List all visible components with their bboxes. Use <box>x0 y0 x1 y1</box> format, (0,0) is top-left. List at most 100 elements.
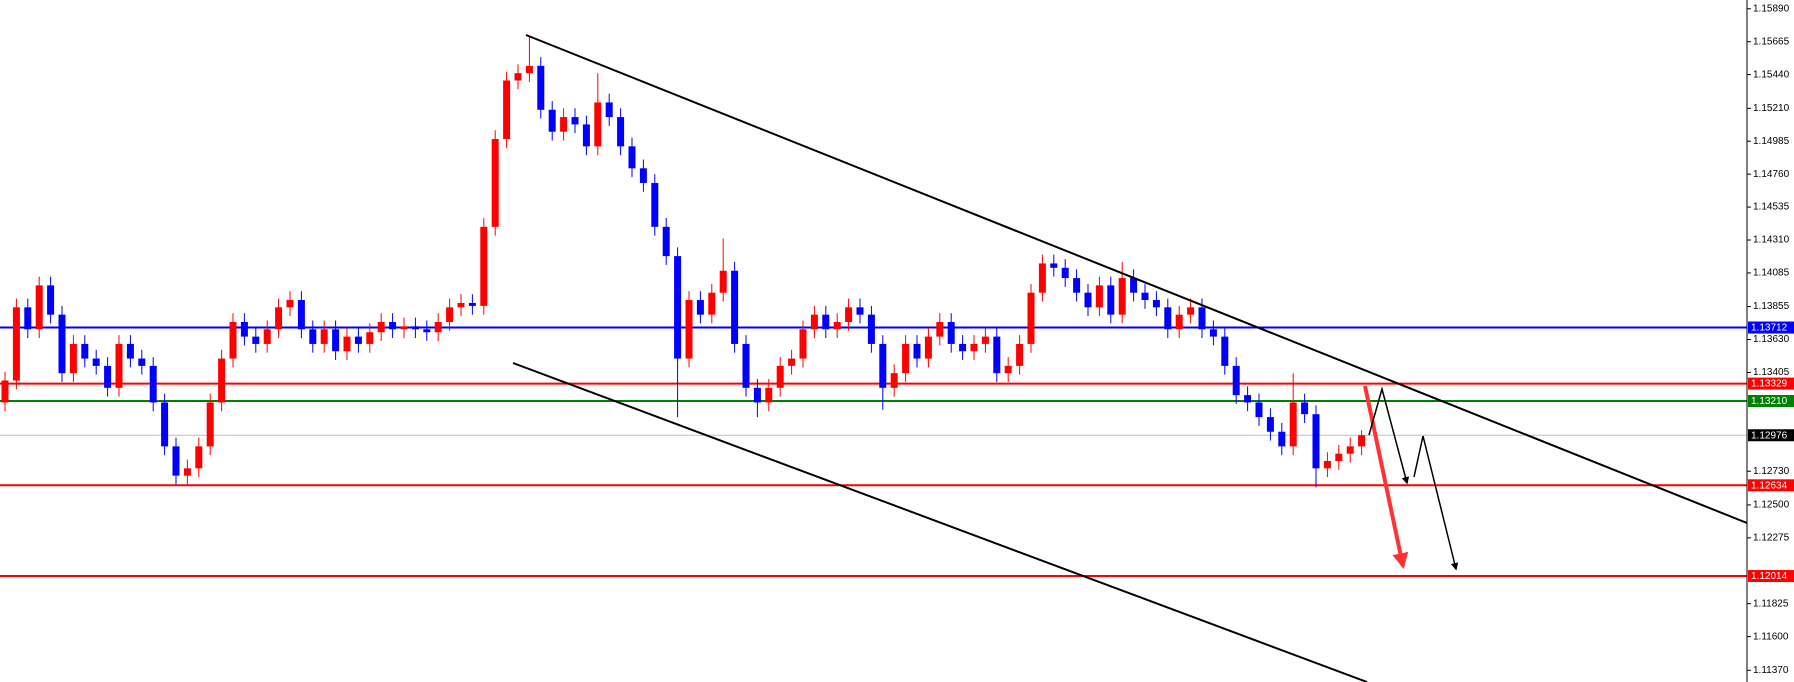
price-label: 1.13712 <box>1751 323 1788 334</box>
candle-body <box>161 402 169 447</box>
price-label: 1.12976 <box>1751 430 1788 441</box>
candle-body <box>867 314 875 344</box>
candle-body <box>913 343 921 359</box>
candle-body <box>959 343 967 352</box>
candle-body <box>468 302 476 306</box>
candle-body <box>742 343 750 388</box>
candle-body <box>582 124 590 147</box>
candle-body <box>708 292 716 315</box>
candle-body <box>776 365 784 388</box>
candle-body <box>457 302 465 308</box>
candle-body <box>1175 314 1183 330</box>
candle-body <box>47 285 55 315</box>
candle-body <box>1004 365 1012 374</box>
candle-body <box>810 314 818 330</box>
y-tick-label: 1.13405 <box>1753 367 1790 378</box>
candle-body <box>354 336 362 344</box>
candle-body <box>286 300 294 308</box>
candle-body <box>183 468 191 476</box>
candle-body <box>753 387 761 403</box>
candle-body <box>366 332 374 344</box>
candle-body <box>833 321 841 330</box>
trend-line <box>525 34 1748 524</box>
price-label-box <box>1748 321 1794 334</box>
price-label-box <box>1748 377 1794 390</box>
candle-body <box>1346 446 1354 454</box>
forecast-arrow <box>1363 385 1409 570</box>
candle-body <box>24 307 32 330</box>
candle-body <box>1278 431 1286 447</box>
candle-body <box>1301 402 1309 415</box>
candle-body <box>605 102 613 118</box>
candle-body <box>902 343 910 374</box>
candle-body <box>617 117 625 147</box>
candle-body <box>936 321 944 337</box>
y-tick-label: 1.14985 <box>1753 136 1790 147</box>
y-tick-label: 1.12730 <box>1753 466 1790 477</box>
candle-body <box>993 336 1001 374</box>
candle-body <box>947 321 955 344</box>
y-tick-label: 1.15210 <box>1753 103 1790 114</box>
candle-body <box>696 300 704 315</box>
candle-body <box>332 329 340 352</box>
candle-body <box>229 321 237 359</box>
candle-body <box>1358 435 1366 447</box>
candle-body <box>1244 395 1252 403</box>
candle-body <box>788 358 796 366</box>
candle-body <box>58 314 66 374</box>
y-tick-label: 1.12500 <box>1753 500 1790 511</box>
candle-body <box>12 307 20 381</box>
candle-body <box>685 300 693 359</box>
candle-body <box>1209 329 1217 337</box>
candle-body <box>1266 417 1274 432</box>
candle-body <box>1141 292 1149 301</box>
candle-body <box>879 343 887 388</box>
price-label-box <box>1748 395 1794 408</box>
candle-body <box>400 326 408 330</box>
candle-body <box>138 358 146 366</box>
candle-body <box>548 109 556 132</box>
candle-body <box>1118 278 1126 315</box>
candle-body <box>1255 402 1263 418</box>
candle-body <box>480 226 488 306</box>
y-tick-label: 1.14760 <box>1753 169 1790 180</box>
y-tick-label: 1.11370 <box>1753 665 1789 676</box>
candle-body <box>446 307 454 322</box>
y-tick-label: 1.14085 <box>1753 268 1790 279</box>
candle-body <box>525 65 533 74</box>
candle-body <box>275 307 283 330</box>
candle-body <box>503 80 511 140</box>
candle-body <box>320 329 328 344</box>
candle-body <box>1016 343 1024 366</box>
candle-body <box>104 365 112 388</box>
y-tick-label: 1.13855 <box>1753 301 1790 312</box>
candle-body <box>309 329 317 344</box>
candle-body <box>662 226 670 257</box>
candle-body <box>240 321 248 337</box>
candle-body <box>822 314 830 330</box>
candle-body <box>537 65 545 110</box>
y-tick-label: 1.11600 <box>1753 631 1789 642</box>
candle-body <box>765 387 773 403</box>
candle-body <box>1 380 9 403</box>
y-tick-label: 1.11825 <box>1753 598 1789 609</box>
candle-body <box>1232 365 1240 396</box>
candle-body <box>252 336 260 344</box>
candle-body <box>377 321 385 333</box>
y-tick-label: 1.14535 <box>1753 202 1790 213</box>
drawings <box>512 34 1748 682</box>
candle-body <box>594 102 602 147</box>
candle-body <box>423 329 431 333</box>
y-tick-label: 1.13630 <box>1753 334 1790 345</box>
candle-body <box>1050 263 1058 268</box>
candle-body <box>1107 285 1115 315</box>
candle-body <box>1164 307 1172 330</box>
candle-body <box>69 343 77 374</box>
forecast-arrow <box>1368 386 1410 485</box>
candle-body <box>149 365 157 403</box>
candle-body <box>263 329 271 344</box>
candle-body <box>92 358 100 366</box>
candle-body <box>845 307 853 322</box>
